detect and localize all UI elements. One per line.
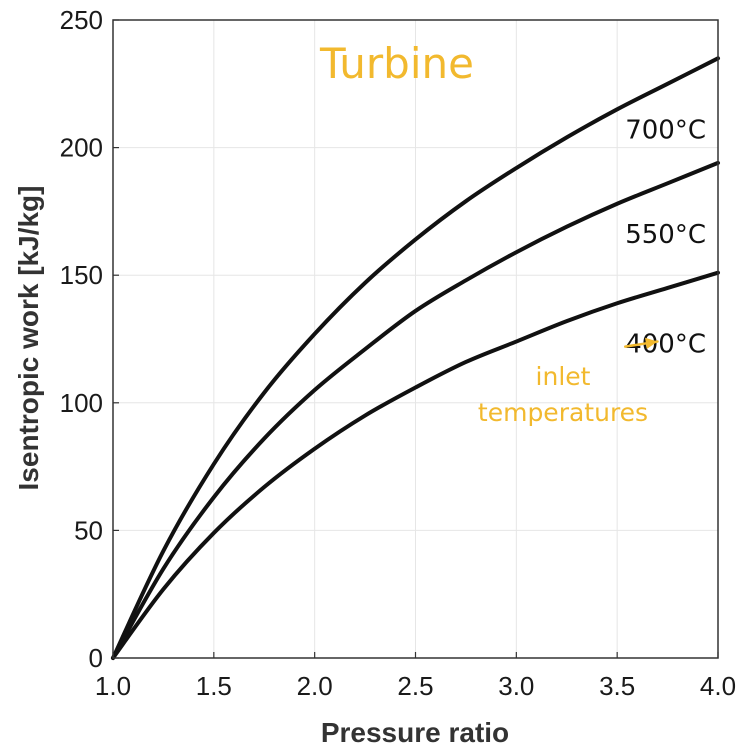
y-axis-title: Isentropic work [kJ/kg] [13,186,44,491]
y-tick-label: 250 [60,5,103,35]
x-axis-title: Pressure ratio [321,717,509,748]
annotation-arrow-head [645,337,658,349]
x-tick-label: 3.5 [599,671,635,701]
y-tick-label: 150 [60,260,103,290]
series-label: 700°C [625,115,706,145]
y-tick-label: 100 [60,388,103,418]
x-tick-label: 2.0 [297,671,333,701]
annotation-text: temperatures [478,398,648,427]
x-tick-label: 3.0 [498,671,534,701]
series-line [111,160,720,660]
series-layer [111,56,720,660]
y-tick-label: 0 [89,643,103,673]
x-tick-label: 2.5 [397,671,433,701]
series-line [111,270,720,660]
y-tick-label: 200 [60,133,103,163]
x-tick-label: 1.0 [95,671,131,701]
tick-layer: 1.0 1.5 2.0 2.5 3.0 3.5 4.0 0 50 100 150 200 250 [60,5,736,701]
x-tick-label: 4.0 [700,671,736,701]
annotation-text: inlet [536,362,591,391]
y-tick-label: 50 [74,515,103,545]
annotation-layer: inlet temperatures [478,337,659,427]
chart-title: Turbine [319,39,474,88]
series-label: 550°C [625,220,706,250]
x-tick-label: 1.5 [196,671,232,701]
series-line [111,56,720,660]
